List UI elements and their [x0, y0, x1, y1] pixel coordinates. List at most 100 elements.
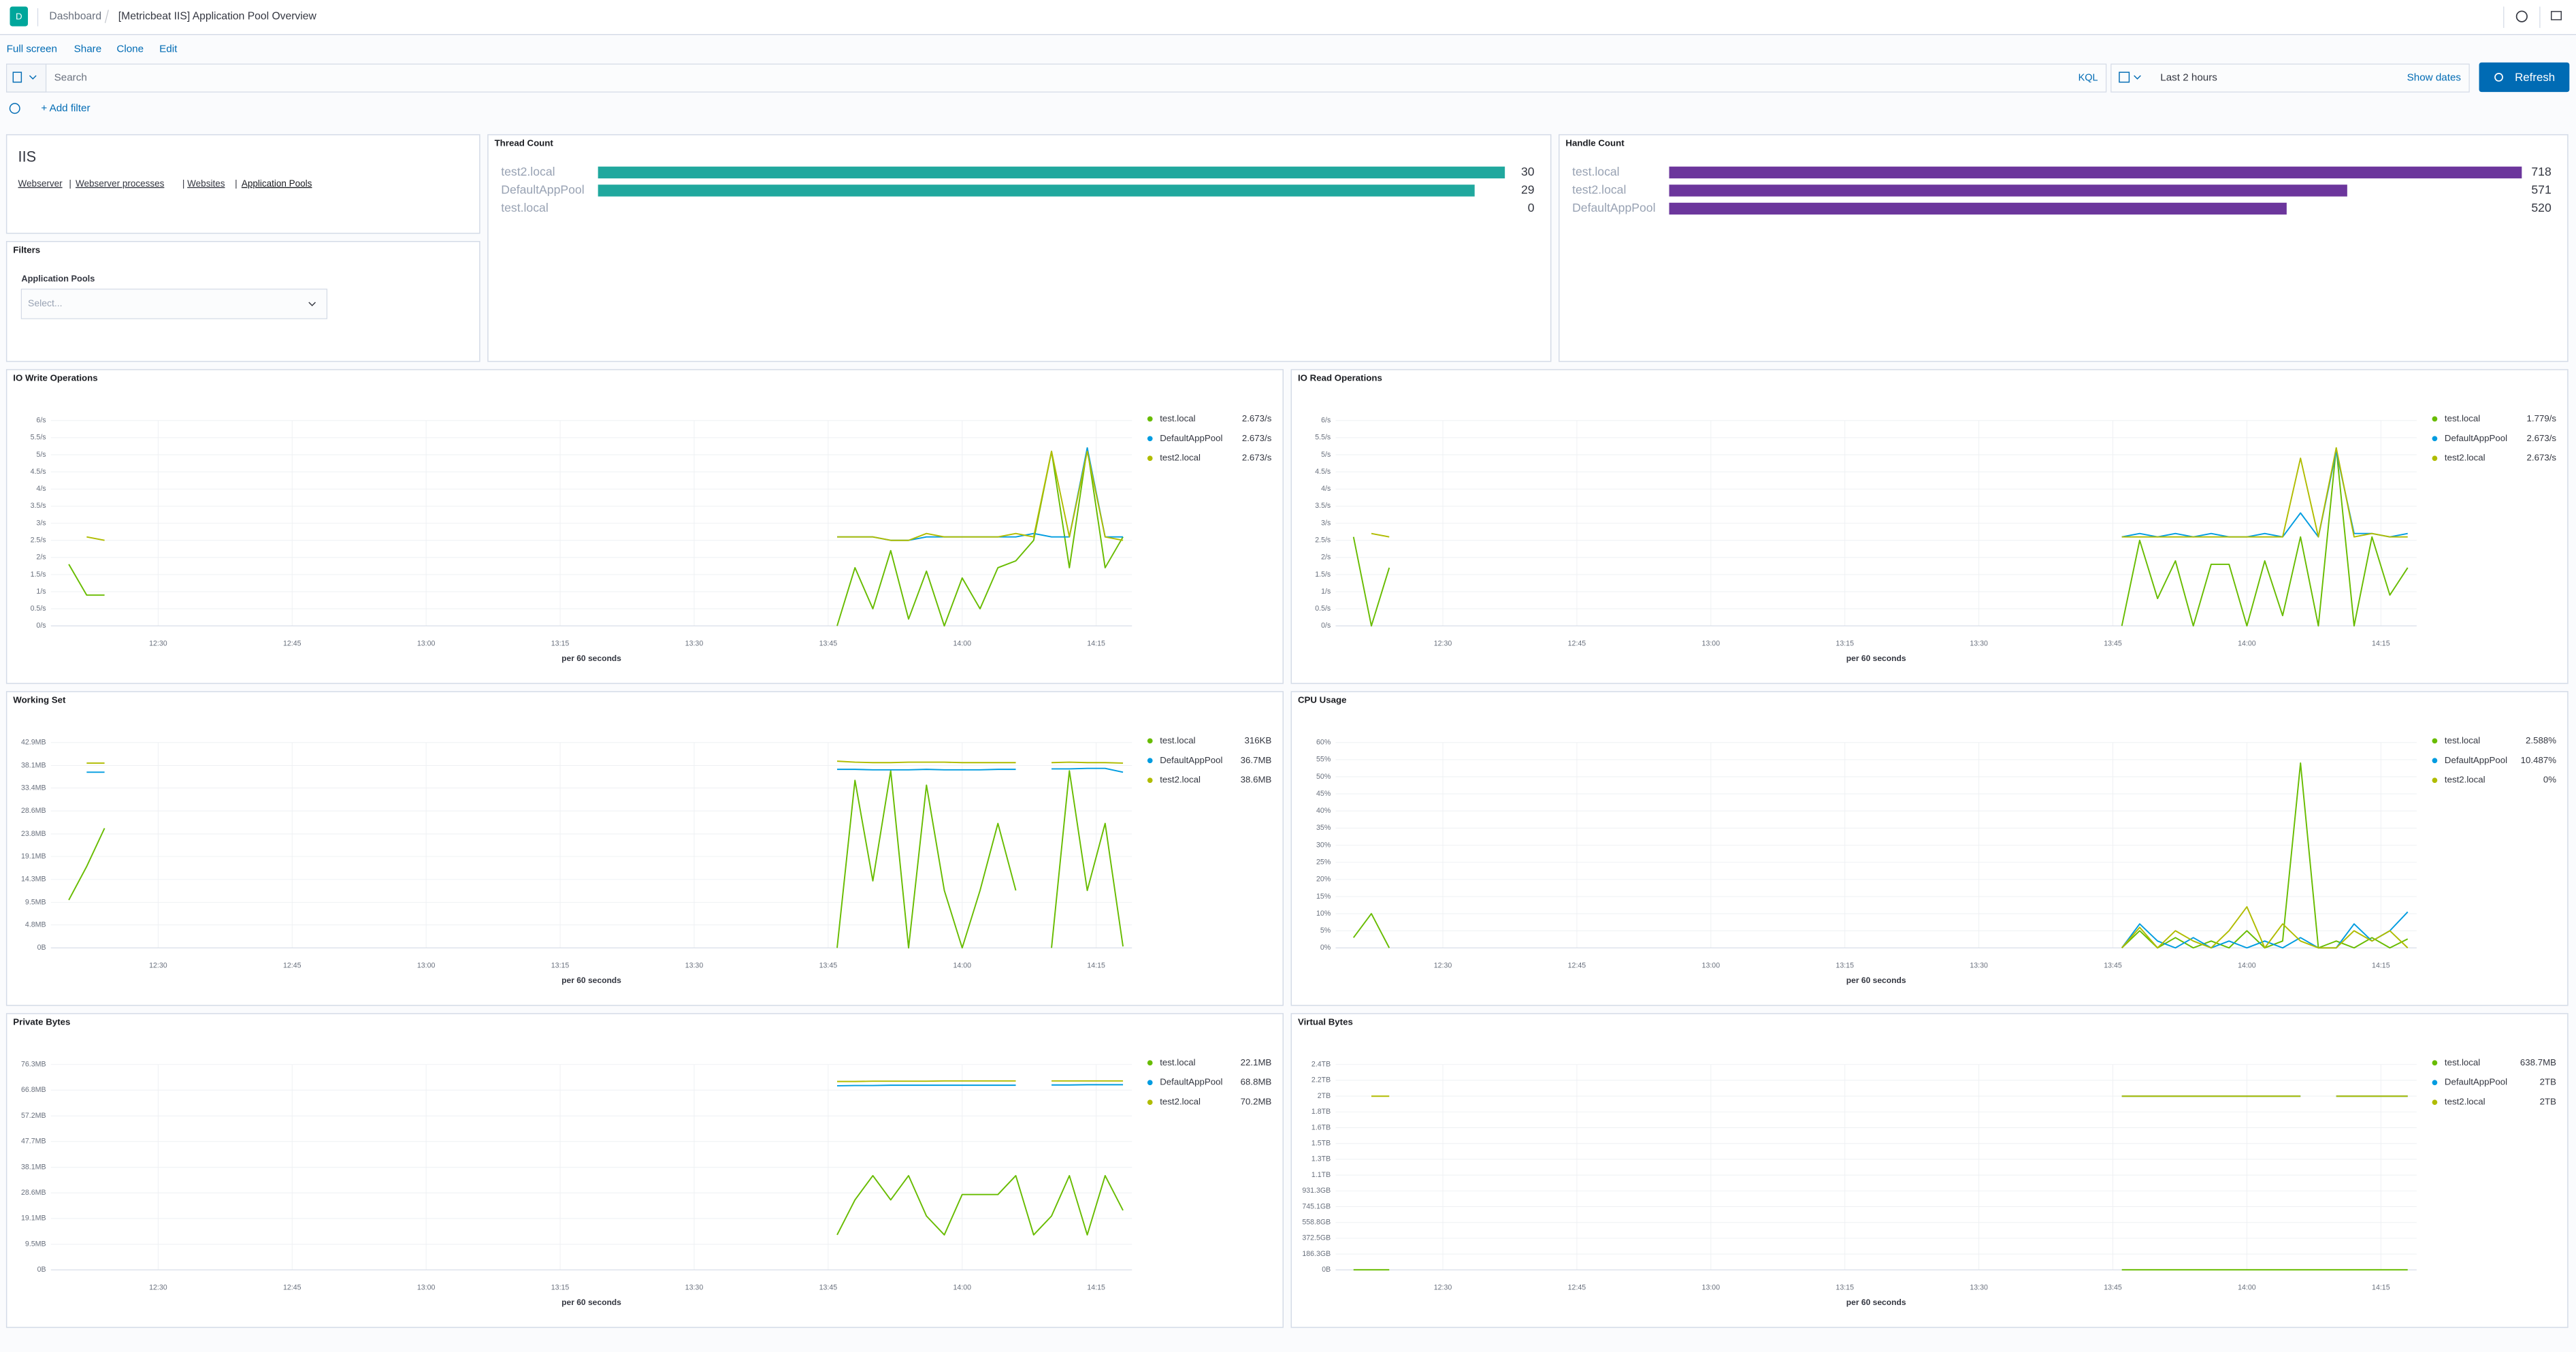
- series-line: [86, 767, 1124, 773]
- legend-label: test2.local: [2445, 453, 2485, 463]
- y-tick-label: 6/s: [36, 417, 46, 425]
- nav-link[interactable]: Webserver: [18, 178, 63, 189]
- y-tick-label: 57.2MB: [21, 1112, 46, 1120]
- legend-swatch: [2432, 777, 2438, 784]
- menu-item[interactable]: Edit: [159, 43, 178, 54]
- nav-link[interactable]: Webserver processes: [76, 178, 165, 189]
- legend-value: 36.7MB: [1241, 755, 1272, 765]
- x-tick-label: 13:15: [1836, 640, 1854, 648]
- legend-swatch: [2432, 1060, 2438, 1066]
- y-tick-label: 10%: [1316, 910, 1331, 918]
- x-tick-label: 12:30: [1434, 1284, 1452, 1292]
- y-tick-label: 38.1MB: [21, 1163, 46, 1172]
- y-tick-label: 55%: [1316, 756, 1331, 764]
- refresh-icon: [2494, 73, 2503, 82]
- calendar-icon[interactable]: [2119, 71, 2130, 83]
- search-bar[interactable]: [6, 63, 2107, 93]
- search-placeholder: Search: [54, 72, 87, 84]
- x-tick-label: 14:00: [2238, 1284, 2256, 1292]
- y-tick-label: 186.3GB: [1302, 1250, 1331, 1258]
- series-line: [86, 451, 1124, 541]
- y-tick-label: 4/s: [1321, 485, 1331, 493]
- show-dates[interactable]: Show dates: [2407, 72, 2462, 84]
- x-axis-label: per 60 seconds: [1846, 976, 1906, 985]
- space-avatar[interactable]: [10, 6, 29, 27]
- x-tick-label: 13:45: [819, 962, 838, 970]
- series-line: [68, 447, 1124, 627]
- chevron: [2134, 75, 2141, 80]
- y-tick-label: 3/s: [1321, 519, 1331, 527]
- breadcrumb[interactable]: Dashboard: [49, 10, 101, 22]
- panel: [1290, 1013, 2569, 1328]
- time-range[interactable]: Last 2 hours: [2160, 72, 2217, 84]
- legend-value: 22.1MB: [1241, 1057, 1272, 1067]
- y-tick-label: 4.5/s: [1315, 468, 1331, 476]
- nav-link[interactable]: Websites: [187, 178, 225, 189]
- y-tick-label: 0/s: [1321, 622, 1331, 630]
- panel-title: Working Set: [13, 695, 66, 705]
- bar-label: test2.local: [1572, 183, 1626, 197]
- chevron: [29, 75, 37, 80]
- x-tick-label: 14:15: [2372, 640, 2390, 648]
- legend-label: DefaultAppPool: [2445, 1077, 2507, 1087]
- y-tick-label: 1.3TB: [1311, 1155, 1331, 1163]
- y-tick-label: 2/s: [36, 553, 46, 562]
- y-tick-label: 5%: [1320, 927, 1331, 935]
- legend-label: test2.local: [2445, 1097, 2485, 1107]
- menu-item[interactable]: Full screen: [7, 43, 57, 54]
- y-tick-label: 66.8MB: [21, 1086, 46, 1094]
- select-box[interactable]: [20, 289, 327, 319]
- add-filter[interactable]: + Add filter: [41, 102, 90, 114]
- x-tick-label: 13:30: [1970, 640, 1988, 648]
- bar-label: DefaultAppPool: [501, 183, 584, 197]
- legend-label: test.local: [2445, 1057, 2480, 1067]
- query-language[interactable]: KQL: [2078, 72, 2098, 83]
- y-tick-label: 5.5/s: [31, 434, 46, 442]
- y-tick-label: 42.9MB: [21, 739, 46, 747]
- y-tick-label: 745.1GB: [1302, 1202, 1331, 1210]
- panel-title: Handle Count: [1565, 138, 1625, 148]
- x-tick-label: 12:45: [1568, 640, 1586, 648]
- legend-value: 2.673/s: [1242, 433, 1272, 443]
- y-tick-label: 5/s: [1321, 451, 1331, 459]
- bar: [598, 184, 1475, 197]
- x-axis-label: per 60 seconds: [1846, 654, 1906, 663]
- select-placeholder: Select...: [28, 297, 63, 308]
- y-tick-label: 40%: [1316, 807, 1331, 815]
- link-separator: |: [69, 178, 71, 189]
- legend-value: 1.779/s: [2527, 413, 2557, 423]
- legend-label: test.local: [1160, 735, 1195, 745]
- x-tick-label: 13:45: [2104, 640, 2122, 648]
- help-icon[interactable]: [2515, 10, 2528, 22]
- menu-item[interactable]: Clone: [116, 43, 144, 54]
- bar: [1669, 202, 2287, 215]
- y-tick-label: 35%: [1316, 824, 1331, 832]
- nav-link[interactable]: Application Pools: [242, 178, 312, 189]
- link-separator: |: [235, 178, 238, 189]
- value-label: 29: [1521, 183, 1535, 197]
- menu-item[interactable]: Share: [74, 43, 102, 54]
- legend-value: 2.673/s: [1242, 453, 1272, 463]
- legend-label: test.local: [2445, 413, 2480, 423]
- legend-value: 2.673/s: [1242, 413, 1272, 423]
- refresh-button[interactable]: [2479, 62, 2570, 93]
- filter-options[interactable]: [9, 103, 20, 114]
- mail-icon[interactable]: [2551, 11, 2562, 20]
- x-tick-label: 13:45: [819, 1284, 838, 1292]
- legend-swatch: [1147, 455, 1153, 462]
- legend-swatch: [2432, 758, 2438, 764]
- y-tick-label: 0.5/s: [1315, 605, 1331, 613]
- x-tick-label: 14:00: [2238, 962, 2256, 970]
- saved-query-button[interactable]: [6, 63, 47, 93]
- y-tick-label: 6/s: [1321, 417, 1331, 425]
- x-tick-label: 13:30: [685, 1284, 704, 1292]
- legend-value: 2.673/s: [2527, 453, 2557, 463]
- refresh-label: Refresh: [2515, 71, 2555, 84]
- link-separator: |: [182, 178, 185, 189]
- x-tick-label: 14:15: [2372, 962, 2390, 970]
- legend-value: 10.487%: [2521, 755, 2557, 765]
- x-tick-label: 14:00: [2238, 640, 2256, 648]
- y-tick-label: 931.3GB: [1302, 1187, 1331, 1195]
- value-label: 30: [1521, 165, 1535, 178]
- date-picker[interactable]: [2110, 63, 2470, 93]
